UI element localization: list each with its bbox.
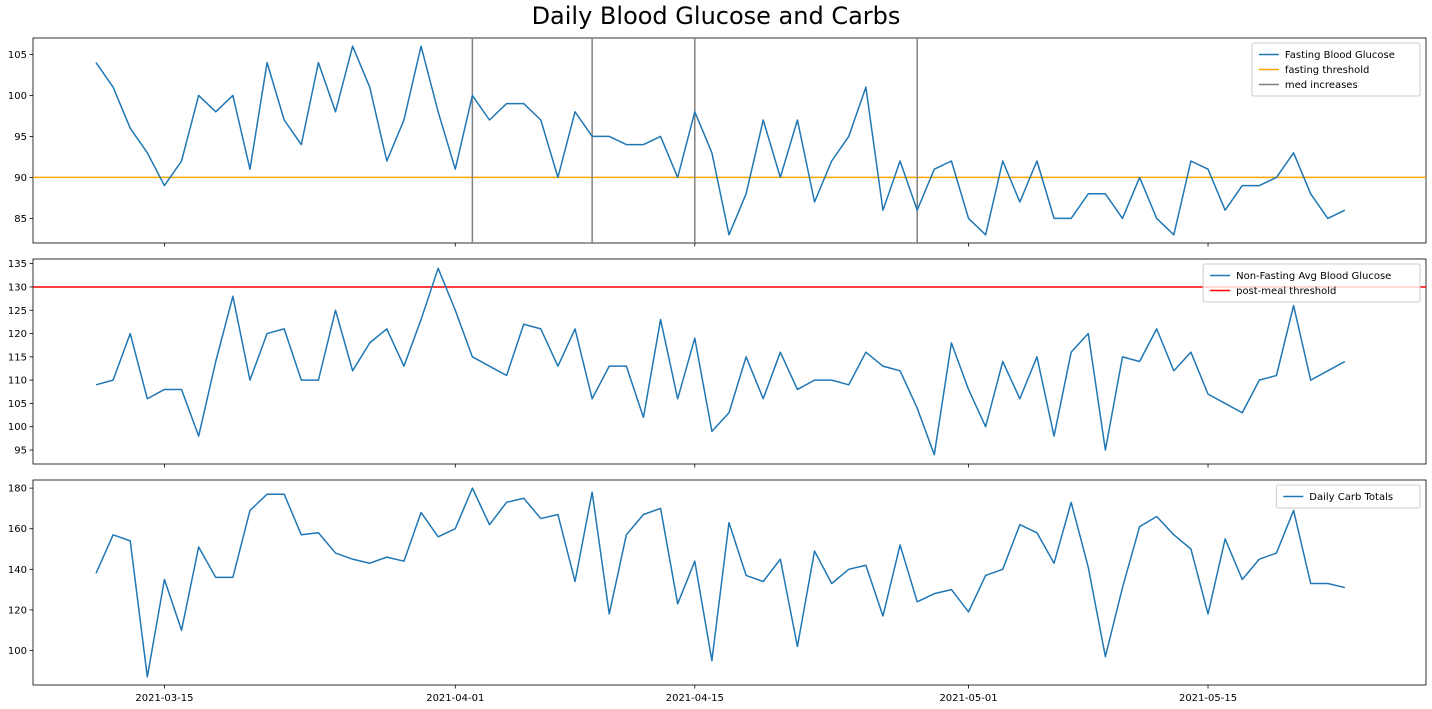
legend-box <box>1251 42 1421 97</box>
legend-label: med increases <box>1285 80 1358 91</box>
y-tick-label: 120 <box>8 329 27 340</box>
y-tick-label: 130 <box>8 282 27 293</box>
y-tick-label: 100 <box>8 91 27 102</box>
figure-title: Daily Blood Glucose and Carbs <box>531 2 901 30</box>
y-tick-label: 95 <box>14 446 27 457</box>
y-tick-label: 105 <box>8 50 27 61</box>
axes-frame-1 <box>32 258 1427 465</box>
legend-label: fasting threshold <box>1285 65 1370 76</box>
x-tick-label: 2021-04-01 <box>426 693 484 704</box>
legend-box <box>1275 484 1421 509</box>
x-tick-label: 2021-03-15 <box>135 693 193 704</box>
x-tick-label: 2021-05-15 <box>1179 693 1237 704</box>
y-tick-label: 90 <box>14 173 27 184</box>
legend-box <box>1202 263 1421 303</box>
y-tick-label: 95 <box>14 132 27 143</box>
y-tick-label: 100 <box>8 646 27 657</box>
legend-label: post-meal threshold <box>1236 286 1336 297</box>
y-tick-label: 160 <box>8 524 27 535</box>
series-line <box>95 45 1346 236</box>
series-line <box>95 487 1346 678</box>
y-tick-label: 140 <box>8 565 27 576</box>
x-tick-label: 2021-05-01 <box>939 693 997 704</box>
y-tick-label: 105 <box>8 399 27 410</box>
y-tick-label: 115 <box>8 352 27 363</box>
legend-label: Non-Fasting Avg Blood Glucose <box>1236 271 1391 282</box>
series-line <box>95 267 1346 456</box>
axes-frame-2 <box>32 479 1427 686</box>
y-tick-label: 85 <box>14 214 27 225</box>
axes-frame-0 <box>32 37 1427 244</box>
legend-label: Fasting Blood Glucose <box>1285 50 1395 61</box>
y-tick-label: 180 <box>8 484 27 495</box>
x-tick-label: 2021-04-15 <box>666 693 724 704</box>
y-tick-label: 135 <box>8 259 27 270</box>
y-tick-label: 110 <box>8 376 27 387</box>
y-tick-label: 120 <box>8 605 27 616</box>
legend-label: Daily Carb Totals <box>1309 492 1393 503</box>
y-tick-label: 100 <box>8 422 27 433</box>
y-tick-label: 125 <box>8 306 27 317</box>
